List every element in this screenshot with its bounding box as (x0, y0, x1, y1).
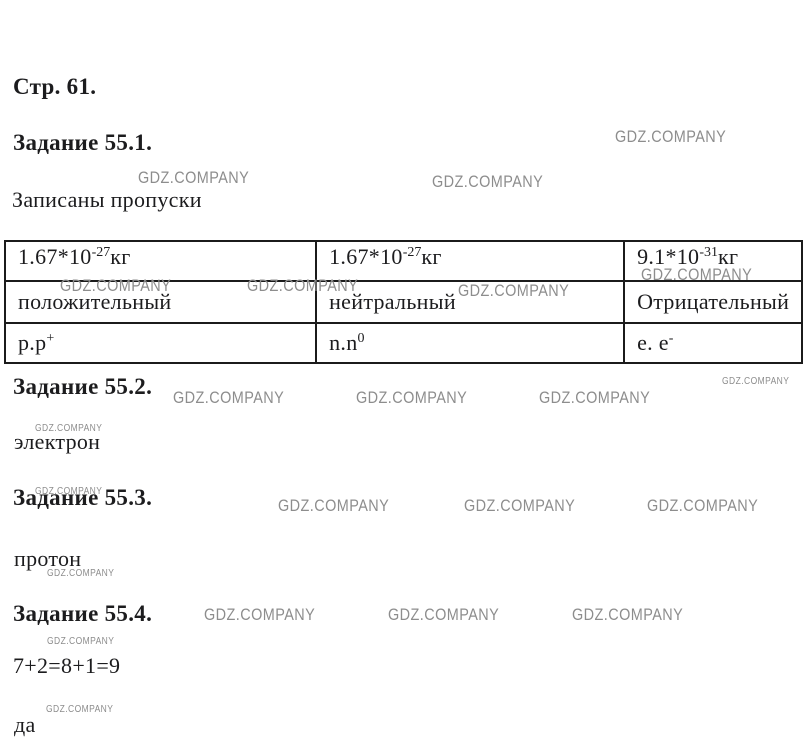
gdz-watermark: GDZ.COMPANY (464, 496, 576, 515)
symbol-base: e. e (637, 330, 669, 355)
mass-unit: кг (718, 244, 739, 269)
task-55-4-answer: 7+2=8+1=9 (13, 653, 121, 678)
gdz-watermark: GDZ.COMPANY (35, 486, 103, 497)
gdz-watermark: GDZ.COMPANY (138, 168, 250, 187)
symbol-charge-sign: + (46, 331, 55, 346)
cell-mass-electron: 9.1*10-31кг (623, 240, 803, 282)
gdz-watermark: GDZ.COMPANY (47, 636, 115, 647)
task-55-2-heading: Задание 55.2. (13, 374, 153, 399)
table-row-symbol: p.p+ n.n0 e. e- (3, 322, 803, 364)
gdz-watermark: GDZ.COMPANY (204, 605, 316, 624)
cell-symbol-electron: e. e- (623, 322, 803, 364)
symbol-charge-sign: - (668, 331, 674, 346)
cell-symbol-proton: p.p+ (3, 322, 318, 364)
symbol-base: p.p (18, 330, 47, 355)
mass-unit: кг (110, 244, 131, 269)
gdz-watermark: GDZ.COMPANY (458, 281, 570, 300)
mass-value: 9.1*10 (637, 244, 700, 269)
task-55-2-answer: электрон (14, 429, 101, 454)
gdz-watermark: GDZ.COMPANY (572, 605, 684, 624)
mass-exponent: -27 (91, 245, 111, 260)
task-55-3-heading: Задание 55.3. (13, 485, 153, 510)
task-55-1-answer: Записаны пропуски (12, 187, 202, 212)
gdz-watermark: GDZ.COMPANY (47, 568, 115, 579)
table-row-charge: положительный нейтральный Отрицательный (3, 280, 803, 324)
mass-exponent: -31 (699, 245, 719, 260)
particles-table: 1.67*10-27кг 1.67*10-27кг 9.1*10-31кг по… (3, 240, 803, 364)
cell-charge-electron: Отрицательный (623, 280, 803, 324)
cell-mass-proton: 1.67*10-27кг (3, 240, 318, 282)
gdz-watermark: GDZ.COMPANY (60, 276, 172, 295)
gdz-watermark: GDZ.COMPANY (722, 376, 790, 387)
task-55-3-answer: протон (14, 546, 82, 571)
cell-symbol-neutron: n.n0 (315, 322, 626, 364)
gdz-watermark: GDZ.COMPANY (539, 388, 651, 407)
symbol-charge-sign: 0 (357, 331, 365, 346)
gdz-watermark: GDZ.COMPANY (173, 388, 285, 407)
gdz-watermark: GDZ.COMPANY (356, 388, 468, 407)
gdz-watermark: GDZ.COMPANY (35, 423, 103, 434)
gdz-watermark: GDZ.COMPANY (647, 496, 759, 515)
table-row-mass: 1.67*10-27кг 1.67*10-27кг 9.1*10-31кг (3, 240, 803, 282)
gdz-watermark: GDZ.COMPANY (388, 605, 500, 624)
mass-exponent: -27 (402, 245, 422, 260)
page-title: Стр. 61. (13, 74, 97, 99)
mass-value: 1.67*10 (18, 244, 92, 269)
gdz-watermark: GDZ.COMPANY (641, 265, 753, 284)
gdz-watermark: GDZ.COMPANY (46, 704, 114, 715)
symbol-base: n.n (329, 330, 358, 355)
task-55-1-heading: Задание 55.1. (13, 130, 153, 155)
cell-charge-proton: положительный (3, 280, 318, 324)
task-55-4-answer-2: да (14, 712, 36, 737)
mass-unit: кг (421, 244, 442, 269)
gdz-watermark: GDZ.COMPANY (278, 496, 390, 515)
cell-mass-neutron: 1.67*10-27кг (315, 240, 626, 282)
mass-value: 1.67*10 (329, 244, 403, 269)
gdz-watermark: GDZ.COMPANY (615, 127, 727, 146)
cell-charge-neutron: нейтральный (315, 280, 626, 324)
task-55-4-heading: Задание 55.4. (13, 601, 153, 626)
gdz-watermark: GDZ.COMPANY (247, 276, 359, 295)
gdz-watermark: GDZ.COMPANY (432, 172, 544, 191)
